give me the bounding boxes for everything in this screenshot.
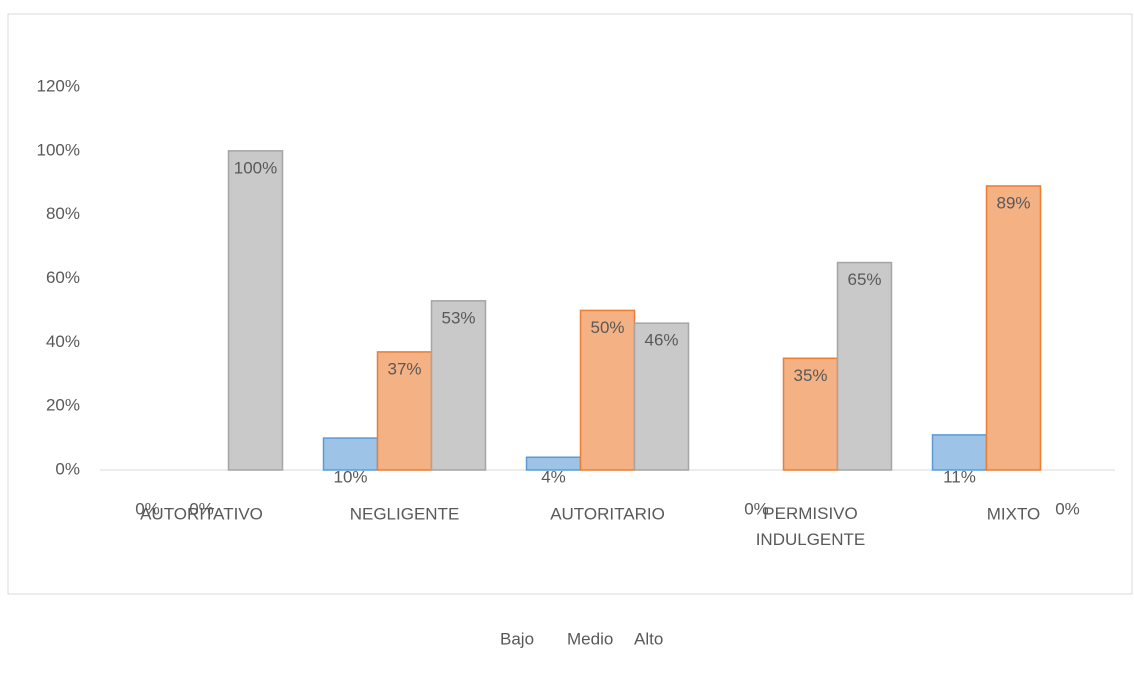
data-label: 35% — [793, 366, 827, 385]
bar — [931, 434, 988, 471]
bar — [430, 300, 487, 471]
y-tick-label: 60% — [46, 268, 80, 287]
x-tick-label: MIXTO — [987, 504, 1041, 523]
bar — [633, 322, 690, 471]
y-tick-label: 100% — [37, 140, 80, 159]
y-tick-label: 40% — [46, 332, 80, 351]
bar — [227, 150, 284, 471]
legend-label: Bajo — [500, 629, 534, 648]
bar — [322, 437, 379, 471]
data-label: 50% — [590, 318, 624, 337]
data-label: 11% — [943, 467, 976, 486]
data-label: 65% — [847, 270, 881, 289]
bar — [836, 261, 893, 471]
data-label: 0% — [744, 499, 769, 518]
x-tick-label: PERMISIVO INDULGENTE — [756, 504, 866, 549]
y-tick-label: 0% — [55, 459, 80, 478]
data-label: 0% — [135, 499, 160, 518]
x-tick-label: AUTORITARIO — [550, 504, 665, 523]
x-tick-label: NEGLIGENTE — [350, 504, 460, 523]
data-label: 53% — [441, 308, 475, 327]
chart-border — [7, 13, 1133, 595]
bar — [376, 351, 433, 471]
data-label: 46% — [644, 331, 678, 350]
data-label: 89% — [996, 193, 1030, 212]
data-label: 4% — [541, 467, 566, 486]
bar — [579, 309, 636, 471]
data-label: 0% — [189, 499, 214, 518]
y-tick-label: 80% — [46, 204, 80, 223]
x-tick-label-line: PERMISIVO — [763, 504, 857, 523]
data-label: 0% — [1055, 499, 1080, 518]
bar — [782, 357, 839, 471]
legend-label: Medio — [567, 629, 613, 648]
x-tick-label: AUTORITATIVO — [140, 504, 263, 523]
data-label: 10% — [333, 467, 367, 486]
legend-label: Alto — [634, 629, 663, 648]
x-tick-label-line: INDULGENTE — [756, 530, 866, 549]
y-tick-label: 20% — [46, 396, 80, 415]
data-label: 37% — [387, 359, 421, 378]
bar — [985, 185, 1042, 471]
data-label: 100% — [234, 158, 277, 177]
y-tick-label: 120% — [37, 76, 80, 95]
